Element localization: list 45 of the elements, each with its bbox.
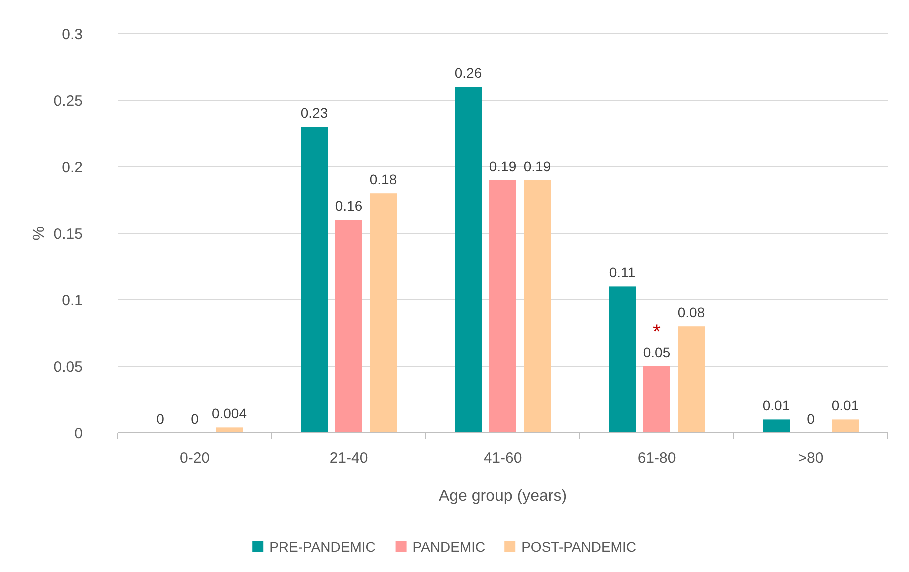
annotation: * — [653, 322, 662, 344]
data-label: 0 — [191, 411, 200, 427]
data-label: 0.23 — [300, 105, 328, 122]
legend-label: PRE-PANDEMIC — [270, 538, 376, 555]
x-tick-label: 0-20 — [180, 450, 210, 467]
y-tick-label: 0 — [74, 425, 83, 442]
x-tick-label: 21-40 — [330, 450, 368, 467]
x-tick-label: 41-60 — [484, 450, 522, 467]
y-tick-label: 0.25 — [54, 92, 83, 110]
data-label: 0.11 — [609, 264, 636, 281]
bar — [832, 420, 859, 433]
data-label: 0.16 — [335, 198, 363, 214]
data-label: 0.18 — [370, 172, 398, 188]
legend-label: POST-PANDEMIC — [522, 538, 636, 555]
data-label: 0 — [807, 411, 816, 427]
bar — [301, 127, 328, 433]
x-axis-title: Age group (years) — [438, 488, 568, 505]
bar — [678, 326, 705, 433]
data-label: 0.19 — [524, 158, 552, 174]
data-label: 0.01 — [832, 398, 860, 414]
data-label: 0.01 — [762, 398, 790, 414]
data-label: 0.19 — [489, 158, 517, 174]
y-tick-label: 0.1 — [62, 292, 83, 310]
data-label: 0.05 — [643, 344, 671, 360]
bar — [524, 180, 551, 433]
bar — [336, 220, 362, 433]
y-tick-label: 0.3 — [62, 26, 83, 44]
y-tick-label: 0.15 — [54, 226, 83, 243]
x-tick-label: 61-80 — [638, 450, 676, 467]
bar — [609, 286, 636, 433]
y-tick-label: 0.05 — [54, 358, 83, 376]
y-tick-label: 0.2 — [62, 159, 83, 176]
y-axis-title: % — [31, 226, 48, 241]
legend-label: PANDEMIC — [412, 538, 486, 555]
bar — [216, 428, 243, 433]
data-label: 0.26 — [454, 65, 482, 82]
data-label: 0.08 — [678, 304, 706, 321]
x-tick-label: >80 — [798, 450, 824, 467]
bar — [455, 87, 482, 433]
data-label: 0 — [156, 411, 165, 427]
data-label: 0.004 — [212, 406, 248, 422]
bar — [763, 420, 790, 433]
bar — [644, 366, 670, 433]
bar — [490, 180, 516, 433]
bar — [370, 194, 397, 433]
